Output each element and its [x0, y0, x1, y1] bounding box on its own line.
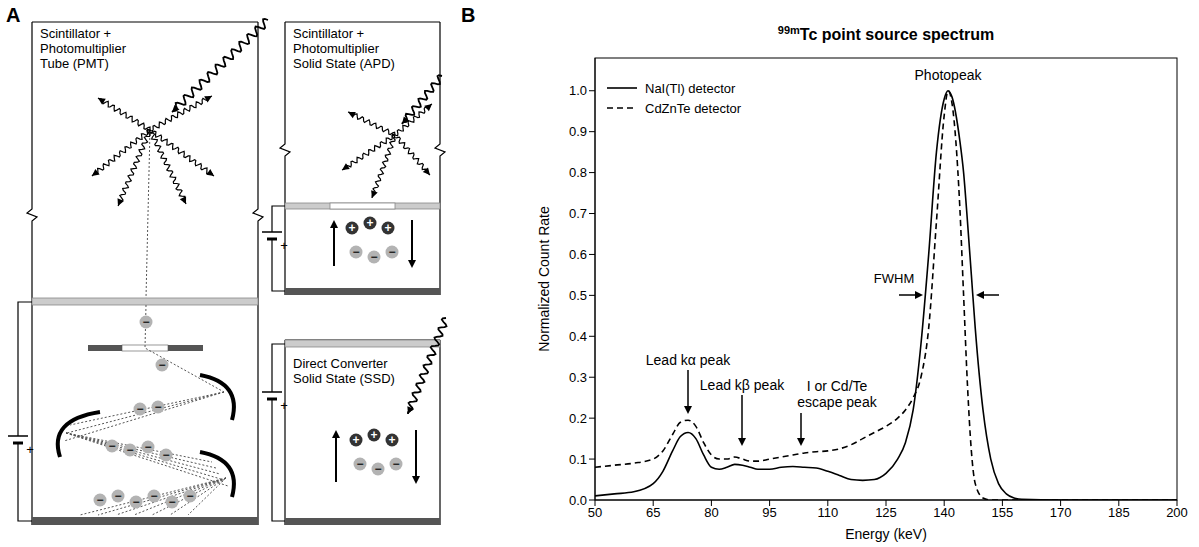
svg-text:65: 65	[646, 505, 660, 520]
svg-text:110: 110	[817, 505, 838, 520]
svg-text:0.8: 0.8	[569, 165, 587, 180]
svg-text:A: A	[6, 4, 20, 26]
svg-text:+: +	[352, 433, 359, 447]
svg-text:Lead kβ peak: Lead kβ peak	[700, 377, 785, 393]
svg-text:−: −	[114, 489, 121, 503]
svg-text:Photopeak: Photopeak	[915, 67, 983, 83]
svg-text:+: +	[370, 428, 377, 442]
svg-text:Direct ConverterSolid State (S: Direct ConverterSolid State (SSD)	[293, 356, 395, 386]
svg-text:−: −	[388, 245, 395, 259]
svg-text:200: 200	[1166, 505, 1188, 520]
svg-text:I or Cd/Te: I or Cd/Te	[807, 378, 868, 394]
svg-text:−: −	[144, 440, 151, 454]
svg-text:0.0: 0.0	[569, 493, 587, 508]
svg-text:1.0: 1.0	[569, 83, 587, 98]
svg-text:0.9: 0.9	[569, 124, 587, 139]
svg-text:−: −	[162, 448, 169, 462]
svg-text:0.3: 0.3	[569, 370, 587, 385]
svg-text:−: −	[370, 250, 377, 264]
svg-text:99mTc point source spectrum: 99mTc point source spectrum	[778, 24, 994, 43]
svg-text:−: −	[142, 315, 149, 329]
svg-text:Energy (keV): Energy (keV)	[845, 526, 927, 542]
svg-text:FWHM: FWHM	[874, 271, 914, 286]
svg-text:B: B	[461, 4, 475, 26]
svg-text:0.6: 0.6	[569, 247, 587, 262]
svg-text:NaI(Tl) detector: NaI(Tl) detector	[645, 81, 736, 96]
svg-text:+: +	[280, 398, 288, 413]
svg-text:−: −	[168, 495, 175, 509]
svg-text:185: 185	[1108, 505, 1130, 520]
svg-text:−: −	[136, 402, 143, 416]
svg-text:+: +	[280, 238, 288, 253]
svg-text:Scintillator +PhotomultiplierS: Scintillator +PhotomultiplierSolid State…	[293, 26, 395, 71]
svg-text:155: 155	[992, 505, 1014, 520]
svg-text:−: −	[186, 489, 193, 503]
svg-text:125: 125	[875, 505, 897, 520]
svg-text:+: +	[366, 216, 373, 230]
svg-text:−: −	[96, 493, 103, 507]
svg-text:−: −	[392, 457, 399, 471]
svg-text:0.2: 0.2	[569, 411, 587, 426]
svg-text:escape peak: escape peak	[797, 394, 877, 410]
svg-text:+: +	[388, 433, 395, 447]
svg-text:0.7: 0.7	[569, 206, 587, 221]
svg-text:95: 95	[762, 505, 776, 520]
svg-text:−: −	[126, 443, 133, 457]
svg-text:−: −	[356, 457, 363, 471]
svg-text:50: 50	[588, 505, 602, 520]
svg-text:Normalized Count Rate: Normalized Count Rate	[536, 206, 552, 352]
svg-text:−: −	[352, 245, 359, 259]
svg-text:+: +	[26, 442, 34, 457]
svg-text:0.5: 0.5	[569, 288, 587, 303]
svg-text:+: +	[384, 221, 391, 235]
svg-text:−: −	[154, 400, 161, 414]
svg-text:Lead kα peak: Lead kα peak	[646, 352, 731, 368]
svg-text:−: −	[150, 489, 157, 503]
svg-text:0.4: 0.4	[569, 329, 587, 344]
svg-text:−: −	[374, 462, 381, 476]
svg-text:170: 170	[1050, 505, 1072, 520]
svg-text:−: −	[132, 495, 139, 509]
svg-text:−: −	[158, 358, 165, 372]
svg-text:+: +	[348, 221, 355, 235]
svg-text:80: 80	[704, 505, 718, 520]
svg-text:140: 140	[933, 505, 955, 520]
svg-text:Scintillator +PhotomultiplierT: Scintillator +PhotomultiplierTube (PMT)	[40, 26, 127, 71]
svg-text:0.1: 0.1	[569, 452, 587, 467]
svg-text:CdZnTe detector: CdZnTe detector	[645, 101, 742, 116]
svg-text:−: −	[108, 439, 115, 453]
